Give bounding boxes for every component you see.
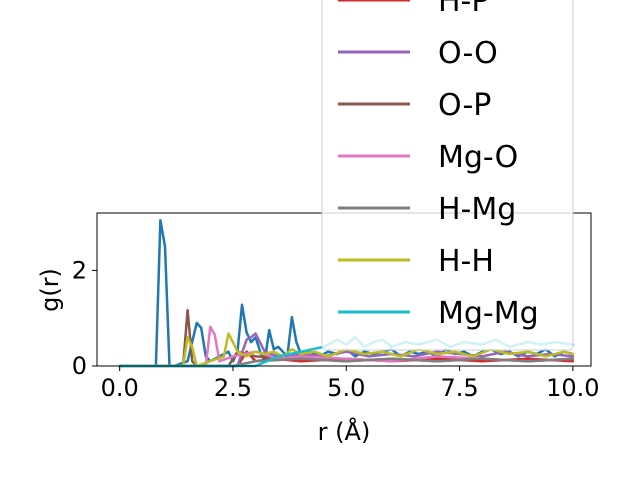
x-tick-label: 2.5 [214,374,252,402]
legend-label-h-h: H-H [438,244,494,279]
x-tick-label: 5.0 [327,374,365,402]
y-tick-label: 0 [72,352,87,380]
legend-label-h-mg: H-Mg [438,192,516,227]
x-tick-label: 10.0 [546,374,599,402]
legend-label-o-p: O-P [438,88,491,123]
ticks-layer: 0.0 2.5 5.0 7.5 10.0 0 2 [72,256,600,402]
legend-label-o-o: O-O [438,36,498,71]
legend-label-mg-mg: Mg-Mg [438,296,539,331]
legend-label-mg-o: Mg-O [438,140,518,175]
x-tick-label: 7.5 [440,374,478,402]
legend: H-P O-O O-P Mg-O H-Mg H-H Mg-Mg [321,0,574,351]
legend-box [321,0,574,351]
y-tick-label: 2 [72,256,87,284]
x-tick-label: 0.0 [101,374,139,402]
series-line-h-mg-5 [118,357,575,368]
y-axis-label: g(r) [36,268,64,312]
legend-entries: H-P O-O O-P Mg-O H-Mg H-H Mg-Mg [338,0,539,331]
series-line-h-h-6 [118,332,575,368]
legend-label-h-p: H-P [438,0,489,19]
x-axis-label: r (Å) [318,417,371,446]
